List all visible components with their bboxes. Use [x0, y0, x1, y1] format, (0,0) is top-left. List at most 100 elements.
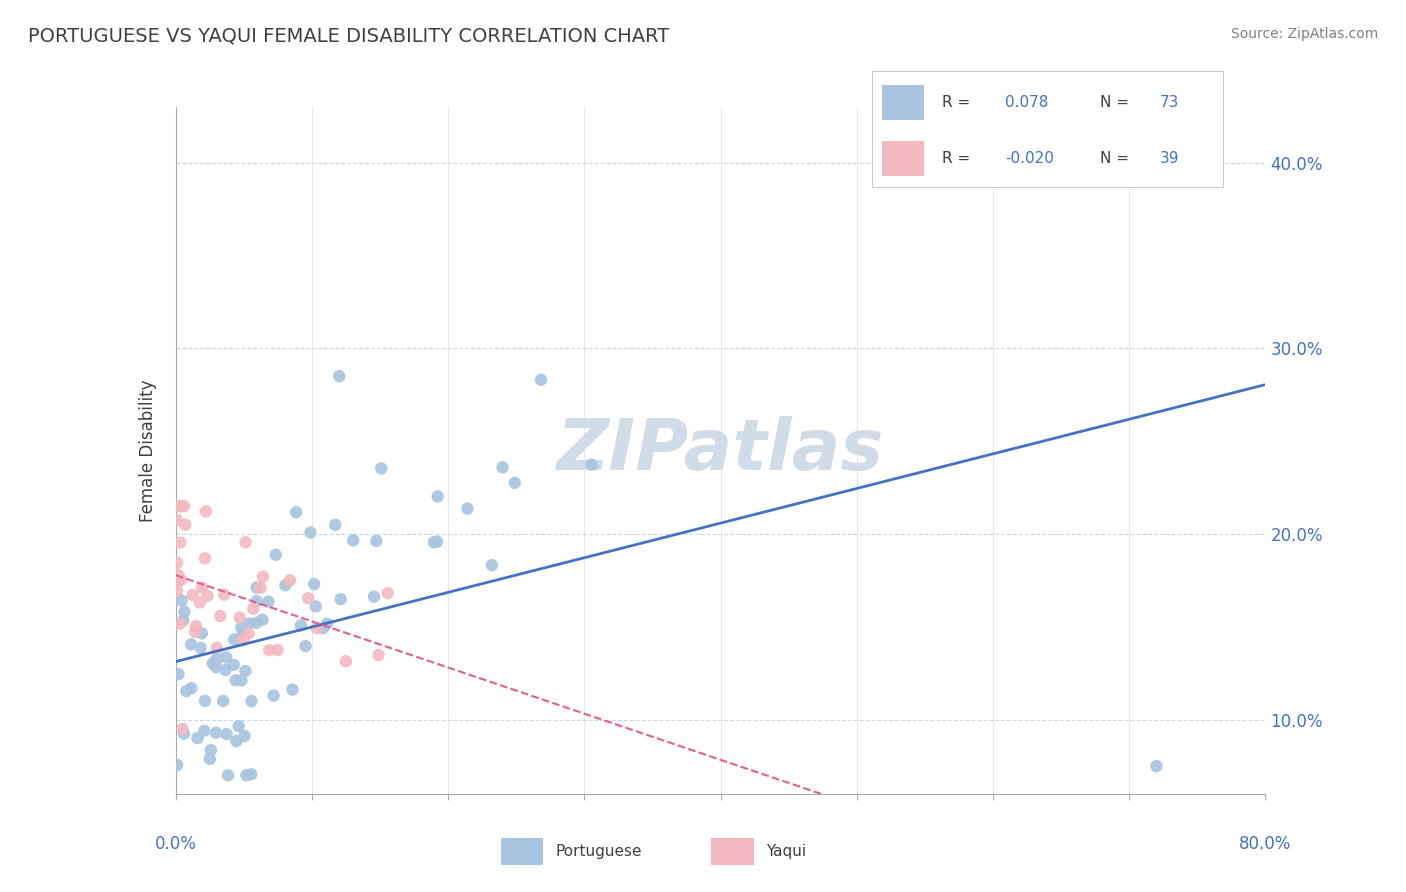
Point	[205, 660, 228, 674]
Text: R =: R =	[942, 95, 970, 111]
Point	[316, 616, 339, 631]
Point	[278, 574, 301, 588]
Point	[231, 673, 253, 688]
Point	[215, 650, 238, 665]
Point	[181, 588, 204, 602]
Point	[191, 581, 214, 595]
Point	[174, 517, 197, 532]
Point	[264, 548, 287, 562]
Point	[233, 729, 256, 743]
Point	[245, 615, 267, 630]
Point	[198, 752, 221, 766]
Point	[252, 613, 274, 627]
FancyBboxPatch shape	[501, 838, 543, 865]
Text: PORTUGUESE VS YAQUI FEMALE DISABILITY CORRELATION CHART: PORTUGUESE VS YAQUI FEMALE DISABILITY CO…	[28, 27, 669, 45]
Text: 0.078: 0.078	[1005, 95, 1049, 111]
Point	[166, 758, 188, 772]
Point	[305, 621, 328, 635]
Point	[170, 499, 193, 513]
Point	[193, 723, 215, 738]
Text: 0.0%: 0.0%	[155, 835, 197, 853]
Point	[257, 594, 280, 608]
Point	[225, 673, 247, 688]
Point	[249, 581, 271, 595]
Point	[176, 684, 198, 698]
Point	[426, 534, 449, 549]
Text: 39: 39	[1160, 151, 1180, 166]
Point	[1144, 759, 1167, 773]
Point	[167, 567, 190, 582]
Point	[245, 581, 267, 595]
Point	[481, 558, 503, 573]
Point	[263, 689, 285, 703]
Point	[426, 489, 449, 503]
Text: 80.0%: 80.0%	[1239, 835, 1292, 853]
Point	[209, 609, 232, 624]
Text: N =: N =	[1099, 151, 1129, 166]
Point	[173, 499, 195, 513]
Point	[197, 589, 219, 603]
Point	[367, 648, 389, 662]
Point	[222, 657, 245, 672]
Point	[235, 664, 257, 678]
Point	[170, 573, 193, 587]
Point	[285, 505, 308, 519]
Point	[257, 643, 280, 657]
Point	[491, 460, 513, 475]
Point	[581, 458, 603, 472]
Text: Source: ZipAtlas.com: Source: ZipAtlas.com	[1230, 27, 1378, 41]
Point	[184, 624, 207, 639]
Point	[224, 632, 246, 647]
Point	[252, 569, 274, 583]
Point	[423, 535, 446, 549]
Point	[228, 610, 250, 624]
Point	[201, 657, 224, 671]
Point	[238, 626, 260, 640]
Point	[212, 588, 235, 602]
Point	[370, 461, 392, 475]
Point	[329, 592, 352, 607]
Point	[166, 556, 188, 570]
FancyBboxPatch shape	[711, 838, 754, 865]
Text: Portuguese: Portuguese	[555, 845, 643, 859]
Text: Yaqui: Yaqui	[766, 845, 807, 859]
Point	[184, 619, 207, 633]
Point	[166, 584, 188, 599]
Point	[290, 618, 312, 632]
Point	[232, 632, 254, 647]
Point	[240, 694, 263, 708]
Point	[167, 575, 190, 590]
Text: -0.020: -0.020	[1005, 151, 1054, 166]
Point	[194, 694, 217, 708]
Point	[377, 586, 399, 600]
Text: N =: N =	[1099, 95, 1129, 111]
Point	[238, 616, 260, 631]
Point	[214, 663, 236, 677]
Point	[302, 577, 325, 591]
Point	[173, 605, 195, 619]
FancyBboxPatch shape	[883, 141, 925, 176]
Point	[167, 667, 190, 681]
FancyBboxPatch shape	[883, 86, 925, 120]
Point	[194, 504, 217, 518]
Point	[225, 734, 247, 748]
Point	[281, 682, 304, 697]
Point	[166, 513, 188, 527]
Point	[190, 640, 212, 655]
Point	[191, 626, 214, 640]
Point	[297, 591, 319, 605]
Point	[335, 654, 357, 668]
Point	[242, 601, 264, 615]
Text: ZIPatlas: ZIPatlas	[557, 416, 884, 485]
Y-axis label: Female Disability: Female Disability	[139, 379, 157, 522]
Point	[294, 639, 316, 653]
Point	[312, 621, 335, 635]
Point	[169, 499, 191, 513]
Point	[366, 533, 388, 548]
Point	[274, 578, 297, 592]
Point	[299, 525, 322, 540]
Text: R =: R =	[942, 151, 970, 166]
Point	[173, 727, 195, 741]
Point	[172, 614, 194, 628]
Point	[232, 626, 254, 640]
